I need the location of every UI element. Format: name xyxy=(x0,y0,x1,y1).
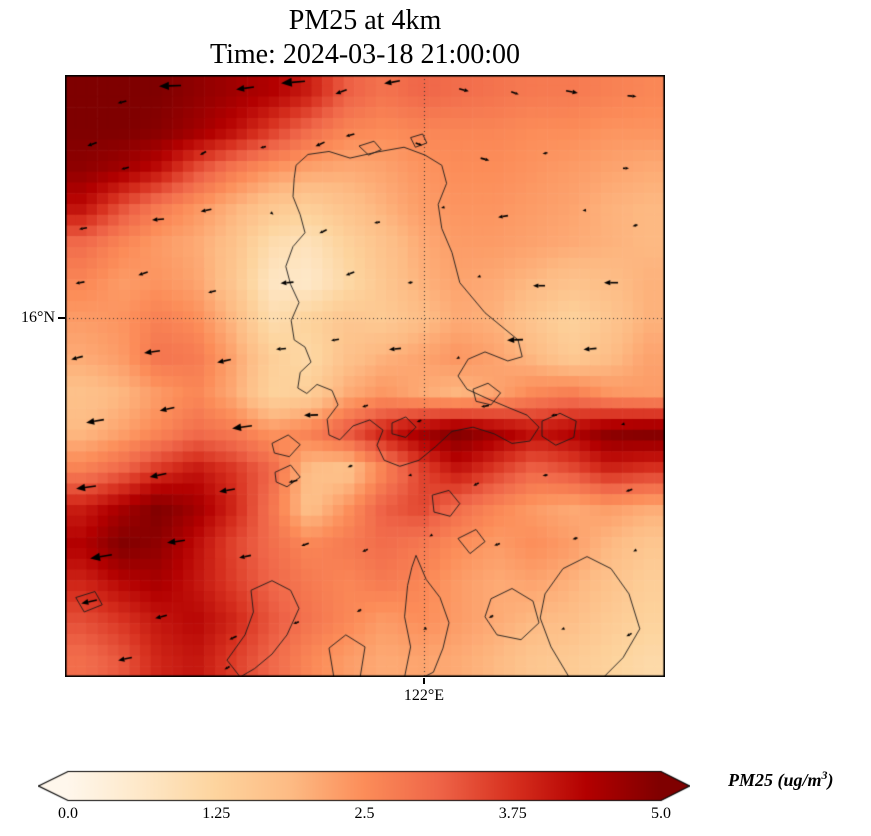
colorbar-tick-label: 1.25 xyxy=(202,805,231,822)
chart-subtitle-time: Time: 2024-03-18 21:00:00 xyxy=(209,39,521,70)
chart-title-block: PM25 at 4km Time: 2024-03-18 21:00:00 xyxy=(65,4,665,72)
pm25-heatmap-canvas xyxy=(65,75,665,677)
chart-title: PM25 at 4km xyxy=(288,5,442,36)
colorbar-label: PM25 (ug/m3) xyxy=(728,768,868,791)
lat-tick-mark xyxy=(58,317,65,319)
colorbar-label-text: PM25 (ug/m xyxy=(728,770,822,790)
lon-tick-label: 122°E xyxy=(403,687,445,704)
colorbar-tick-label: 3.75 xyxy=(498,805,527,822)
colorbar-label-close: ) xyxy=(827,770,834,790)
colorbar-canvas xyxy=(38,770,690,802)
colorbar-tick-labels: 0.0 1.25 2.5 3.75 5.0 xyxy=(38,804,690,826)
lon-tick-mark xyxy=(423,678,425,684)
colorbar-tick-label: 5.0 xyxy=(651,805,671,822)
colorbar-label-superscript: 3 xyxy=(821,768,828,782)
colorbar-tick-label: 2.5 xyxy=(354,805,375,822)
map-plot-area xyxy=(65,75,665,677)
colorbar-tick-label: 0.0 xyxy=(58,805,78,822)
lat-tick-label: 16°N xyxy=(21,309,55,326)
